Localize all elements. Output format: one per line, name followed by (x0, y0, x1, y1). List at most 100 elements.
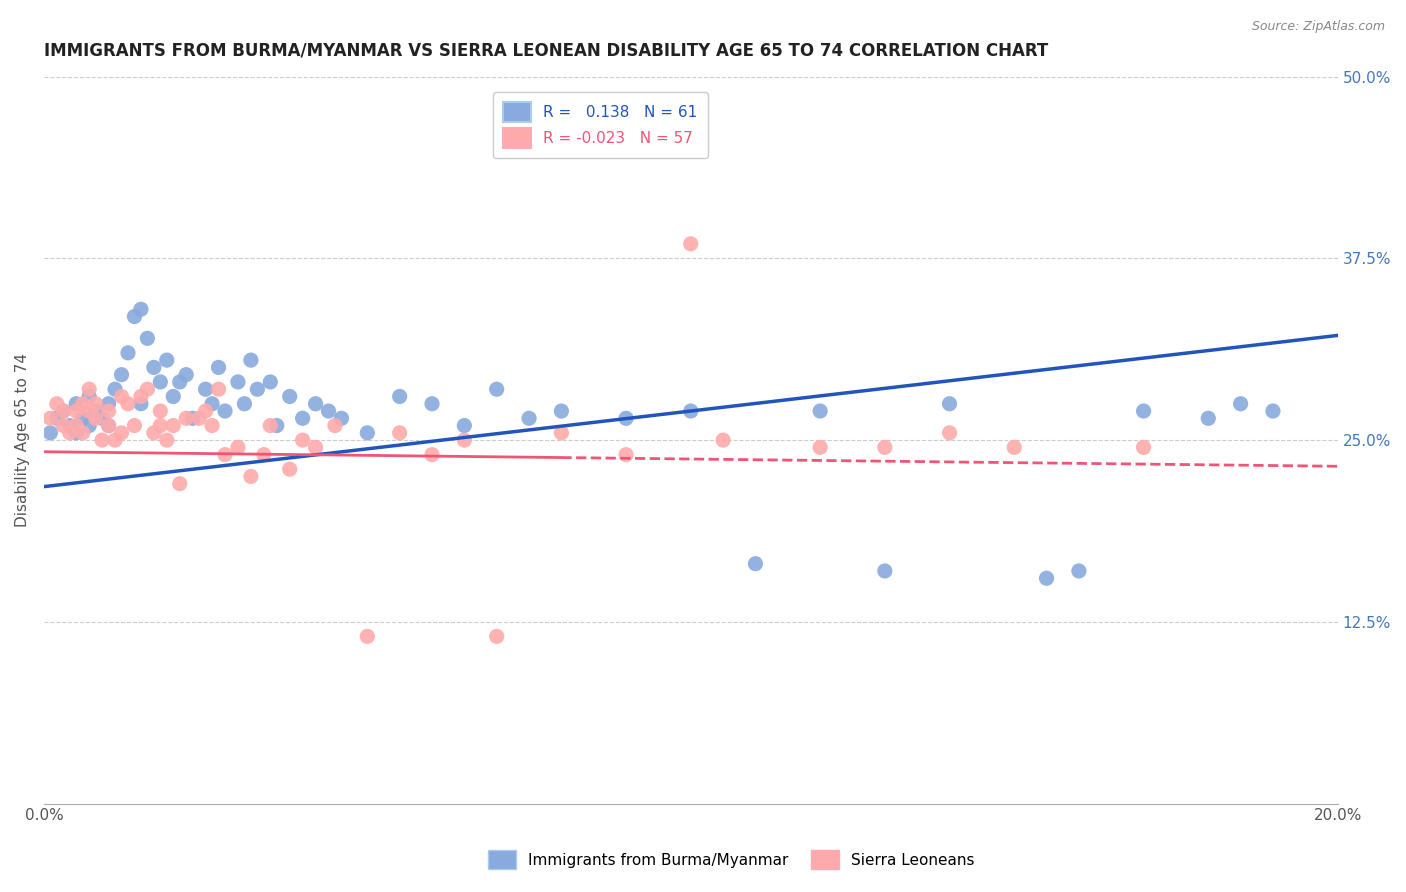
Point (214, 448, 236, 462)
Point (124, 418, 146, 433)
Point (278, 462, 301, 476)
Point (550, 425, 572, 440)
Point (188, 411, 211, 425)
Text: IMMIGRANTS FROM BURMA/MYANMAR VS SIERRA LEONEAN DISABILITY AGE 65 TO 74 CORRELAT: IMMIGRANTS FROM BURMA/MYANMAR VS SIERRA … (44, 42, 1047, 60)
Point (65, 418, 87, 433)
Point (278, 389, 301, 403)
Point (124, 310, 146, 324)
Point (52, 418, 75, 433)
Point (233, 397, 256, 411)
Point (201, 418, 224, 433)
Point (156, 433, 179, 447)
Point (420, 397, 443, 411)
Point (485, 382, 508, 396)
Point (104, 382, 127, 396)
Point (149, 418, 172, 433)
Point (162, 389, 184, 403)
Point (39, 425, 62, 440)
Point (142, 360, 165, 375)
Point (1197, 411, 1219, 425)
Point (318, 404, 340, 418)
Point (72, 397, 94, 411)
Point (91, 433, 114, 447)
Point (614, 448, 637, 462)
Point (808, 404, 831, 418)
Point (266, 418, 288, 433)
Point (420, 448, 443, 462)
Point (72, 425, 94, 440)
Point (711, 433, 734, 447)
Point (808, 441, 831, 455)
Point (1067, 564, 1090, 578)
Point (169, 375, 191, 389)
Point (259, 375, 281, 389)
Point (104, 433, 127, 447)
Point (453, 418, 475, 433)
Point (174, 368, 197, 382)
Point (1132, 441, 1154, 455)
Point (304, 397, 326, 411)
Point (201, 397, 224, 411)
Point (1261, 404, 1284, 418)
Point (214, 404, 236, 418)
Point (388, 425, 411, 440)
Point (744, 557, 766, 571)
Point (77, 382, 100, 396)
Point (1229, 397, 1251, 411)
Point (356, 629, 378, 643)
Point (84, 404, 107, 418)
Point (259, 418, 281, 433)
Point (226, 375, 249, 389)
Point (110, 425, 132, 440)
Point (226, 441, 249, 455)
Point (65, 425, 87, 440)
Point (129, 389, 152, 403)
Point (110, 389, 132, 403)
Point (291, 411, 314, 425)
Point (65, 397, 87, 411)
Point (485, 629, 508, 643)
Point (1035, 571, 1057, 585)
Point (117, 397, 139, 411)
Point (97, 418, 120, 433)
Point (84, 397, 107, 411)
Point (1002, 441, 1025, 455)
Point (330, 411, 353, 425)
Point (52, 404, 75, 418)
Point (77, 404, 100, 418)
Point (142, 425, 165, 440)
Point (388, 389, 411, 403)
Point (194, 404, 217, 418)
Point (129, 397, 152, 411)
Point (65, 404, 87, 418)
Point (938, 397, 960, 411)
Point (517, 411, 540, 425)
Point (239, 353, 262, 368)
Point (453, 433, 475, 447)
Point (873, 564, 896, 578)
Point (304, 441, 326, 455)
Point (136, 331, 159, 345)
Point (253, 448, 276, 462)
Point (323, 418, 346, 433)
Point (938, 425, 960, 440)
Point (77, 418, 100, 433)
Point (239, 469, 262, 483)
Point (72, 411, 94, 425)
Point (356, 425, 378, 440)
Point (129, 302, 152, 317)
Point (156, 353, 179, 368)
Point (679, 404, 702, 418)
Point (169, 476, 191, 491)
Point (117, 346, 139, 360)
Point (97, 404, 120, 418)
Point (162, 418, 184, 433)
Point (246, 382, 269, 396)
Point (39, 411, 62, 425)
Text: Source: ZipAtlas.com: Source: ZipAtlas.com (1251, 20, 1385, 33)
Point (97, 418, 120, 433)
Point (149, 375, 172, 389)
Point (45, 411, 67, 425)
Point (550, 404, 572, 418)
Point (59, 418, 82, 433)
